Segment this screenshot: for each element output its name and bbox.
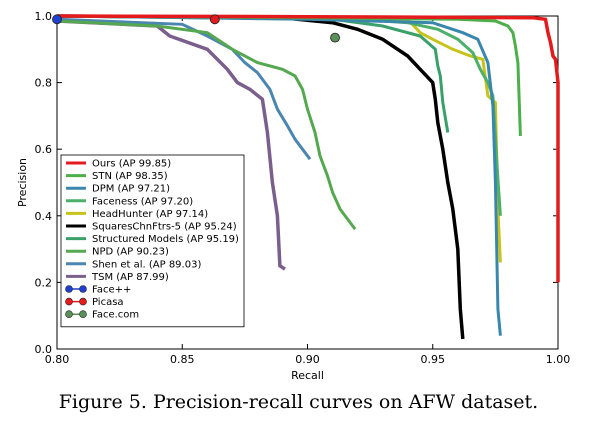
x-tick-label: 0.95 (421, 353, 446, 366)
series-line-stn (57, 14, 522, 136)
legend-entry-face-com: Face.com (65, 310, 139, 321)
legend-entry-faceness: Faceness (AP 97.20) (66, 196, 193, 207)
y-tick-label: 0.2 (35, 276, 53, 289)
legend-label: HeadHunter (AP 97.14) (92, 209, 208, 220)
legend-entry-headhunter: HeadHunter (AP 97.14) (66, 209, 208, 220)
x-axis-title: Recall (291, 369, 324, 382)
series-line-structured-models (57, 14, 450, 133)
legend-label: STN (AP 98.35) (92, 171, 168, 182)
series-layer (52, 14, 560, 340)
axis-ticks: 0.80 0.85 0.90 0.95 1.00 0.0 0.2 0.4 0.6 0.8 1.0 (35, 10, 571, 366)
legend-marker (65, 285, 73, 293)
legend-label: Shen et al. (AP 89.03) (92, 259, 201, 270)
series-line-shen-et-al (57, 17, 312, 161)
x-tick-label: 0.90 (295, 353, 320, 366)
y-tick-label: 0.0 (35, 343, 53, 356)
y-tick-label: 1.0 (35, 10, 53, 23)
legend-label: Face.com (92, 310, 139, 321)
legend-entry-picasa: Picasa (65, 297, 124, 308)
legend-box (60, 154, 245, 328)
legend-entry-tsm: TSM (AP 87.99) (66, 272, 169, 283)
legend-entry-structured-models: Structured Models (AP 95.19) (66, 234, 239, 245)
marker-face (52, 14, 62, 25)
legend-label: Structured Models (AP 95.19) (92, 234, 239, 245)
legend-entry-dpm: DPM (AP 97.21) (66, 184, 170, 195)
legend-entry-stn: STN (AP 98.35) (66, 171, 168, 182)
legend-label: DPM (AP 97.21) (92, 184, 170, 195)
marker-picasa (209, 14, 220, 25)
legend-label: TSM (AP 87.99) (91, 272, 169, 283)
legend-label: SquaresChnFtrs-5 (AP 95.24) (92, 222, 237, 233)
y-tick-label: 0.8 (35, 77, 53, 90)
y-tick-label: 0.6 (35, 143, 53, 156)
y-tick-label: 0.4 (35, 210, 53, 223)
legend-entry-shen-et-al: Shen et al. (AP 89.03) (66, 259, 201, 270)
legend-marker (79, 310, 87, 319)
legend-marker (65, 297, 73, 306)
legend-entry-face: Face++ (65, 285, 131, 296)
series-line-tsm (57, 19, 286, 271)
series-line-npd (57, 19, 357, 231)
legend-label: Faceness (AP 97.20) (92, 196, 193, 207)
legend-label: Picasa (92, 297, 124, 308)
series-line-squareschnftrs-5 (57, 14, 465, 340)
legend-marker (65, 310, 73, 319)
x-tick-label: 0.80 (45, 353, 70, 366)
legend-label: Face++ (92, 285, 131, 296)
legend-marker (79, 297, 87, 306)
legend-label: Ours (AP 99.85) (92, 159, 171, 170)
legend-label: NPD (AP 90.23) (92, 247, 169, 258)
x-tick-label: 0.85 (170, 353, 195, 366)
y-axis-title: Precision (16, 158, 29, 207)
legend-marker (79, 285, 87, 293)
pr-chart: 0.80 0.85 0.90 0.95 1.00 0.0 0.2 0.4 0.6 0.8 1.0 O… (16, 10, 571, 382)
series-line-dpm (57, 14, 502, 336)
legend-entry-ours: Ours (AP 99.85) (66, 159, 171, 170)
figure-caption: Figure 5. Precision-recall curves on AFW… (58, 391, 539, 413)
legend: Ours (AP 99.85)STN (AP 98.35) DPM (AP 97.… (60, 154, 245, 328)
legend-entry-squareschnftrs-5: SquaresChnFtrs-5 (AP 95.24) (66, 222, 237, 233)
series-line-ours (57, 14, 560, 283)
legend-entry-npd: NPD (AP 90.23) (66, 247, 169, 258)
marker-face-com (330, 32, 340, 43)
x-tick-label: 1.00 (546, 353, 571, 366)
